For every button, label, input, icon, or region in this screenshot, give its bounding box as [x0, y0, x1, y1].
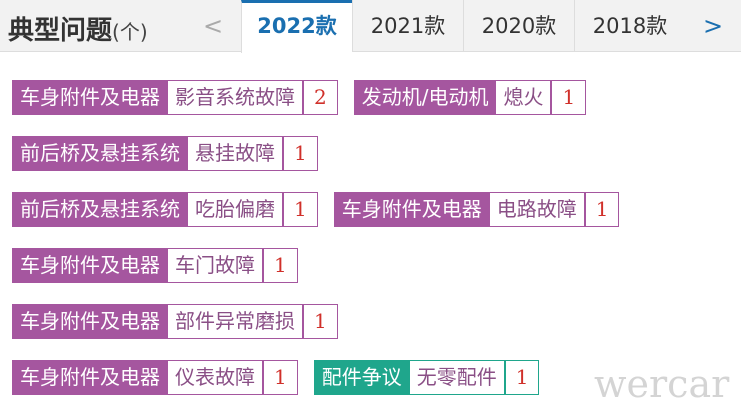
tag-row: 车身附件及电器 仪表故障 1 配件争议 无零配件 1 — [12, 360, 555, 395]
category: 配件争议 — [313, 360, 410, 395]
category: 前后桥及悬挂系统 — [12, 192, 188, 227]
issue: 熄火 — [496, 80, 552, 115]
title: 典型问题(个) — [8, 10, 148, 47]
count: 1 — [263, 360, 298, 395]
category: 车身附件及电器 — [12, 248, 168, 283]
count: 1 — [504, 360, 540, 395]
issue: 悬挂故障 — [188, 136, 283, 171]
category: 车身附件及电器 — [12, 304, 168, 339]
year-tab[interactable]: 2018款 — [574, 0, 685, 52]
count: 1 — [303, 304, 338, 339]
tag-row: 车身附件及电器 影音系统故障 2 发动机/电动机 熄火 1 — [12, 80, 602, 115]
year-tab[interactable]: 2021款 — [352, 0, 463, 52]
issue-tag[interactable]: 前后桥及悬挂系统 吃胎偏磨 1 — [12, 192, 318, 227]
issue-tag[interactable]: 前后桥及悬挂系统 悬挂故障 1 — [12, 136, 318, 171]
category: 车身附件及电器 — [12, 80, 168, 115]
issue-tag[interactable]: 车身附件及电器 车门故障 1 — [12, 248, 298, 283]
issue: 电路故障 — [489, 192, 585, 227]
tag-row: 前后桥及悬挂系统 悬挂故障 1 — [12, 136, 334, 171]
unit: (个) — [112, 20, 148, 44]
issue: 车门故障 — [168, 248, 263, 283]
issue: 吃胎偏磨 — [188, 192, 283, 227]
issue-tag[interactable]: 配件争议 无零配件 1 — [313, 360, 540, 395]
issue-tag[interactable]: 车身附件及电器 电路故障 1 — [333, 192, 620, 227]
prev-button[interactable]: < — [203, 12, 224, 40]
count: 1 — [283, 192, 318, 227]
issue-tag[interactable]: 车身附件及电器 部件异常磨损 1 — [12, 304, 338, 339]
category: 车身附件及电器 — [333, 192, 490, 227]
count: 1 — [551, 80, 587, 115]
tag-row: 车身附件及电器 部件异常磨损 1 — [12, 304, 354, 339]
tag-row: 前后桥及悬挂系统 吃胎偏磨 1 车身附件及电器 电路故障 1 — [12, 192, 635, 227]
issue: 部件异常磨损 — [168, 304, 303, 339]
category: 车身附件及电器 — [12, 360, 168, 395]
watermark: wercar — [594, 362, 730, 406]
next-button[interactable]: > — [703, 12, 724, 40]
count: 1 — [263, 248, 298, 283]
year-tab[interactable]: 2020款 — [463, 0, 574, 52]
category: 前后桥及悬挂系统 — [12, 136, 188, 171]
category: 发动机/电动机 — [353, 80, 497, 115]
count: 1 — [584, 192, 620, 227]
issue-tag[interactable]: 车身附件及电器 影音系统故障 2 — [12, 80, 338, 115]
issue-tag[interactable]: 发动机/电动机 熄火 1 — [353, 80, 587, 115]
count: 2 — [303, 80, 338, 115]
year-tab[interactable]: 2022款 — [241, 0, 352, 53]
issue: 无零配件 — [409, 360, 505, 395]
tag-row: 车身附件及电器 车门故障 1 — [12, 248, 314, 283]
header: 典型问题(个) < 2022款 2021款 2020款 2018款 > — [0, 0, 741, 53]
title-text: 典型问题 — [8, 16, 113, 46]
issue: 影音系统故障 — [168, 80, 303, 115]
issue-tag[interactable]: 车身附件及电器 仪表故障 1 — [12, 360, 298, 395]
count: 1 — [283, 136, 318, 171]
issue: 仪表故障 — [168, 360, 263, 395]
tabs: 2022款 2021款 2020款 2018款 — [241, 0, 685, 53]
